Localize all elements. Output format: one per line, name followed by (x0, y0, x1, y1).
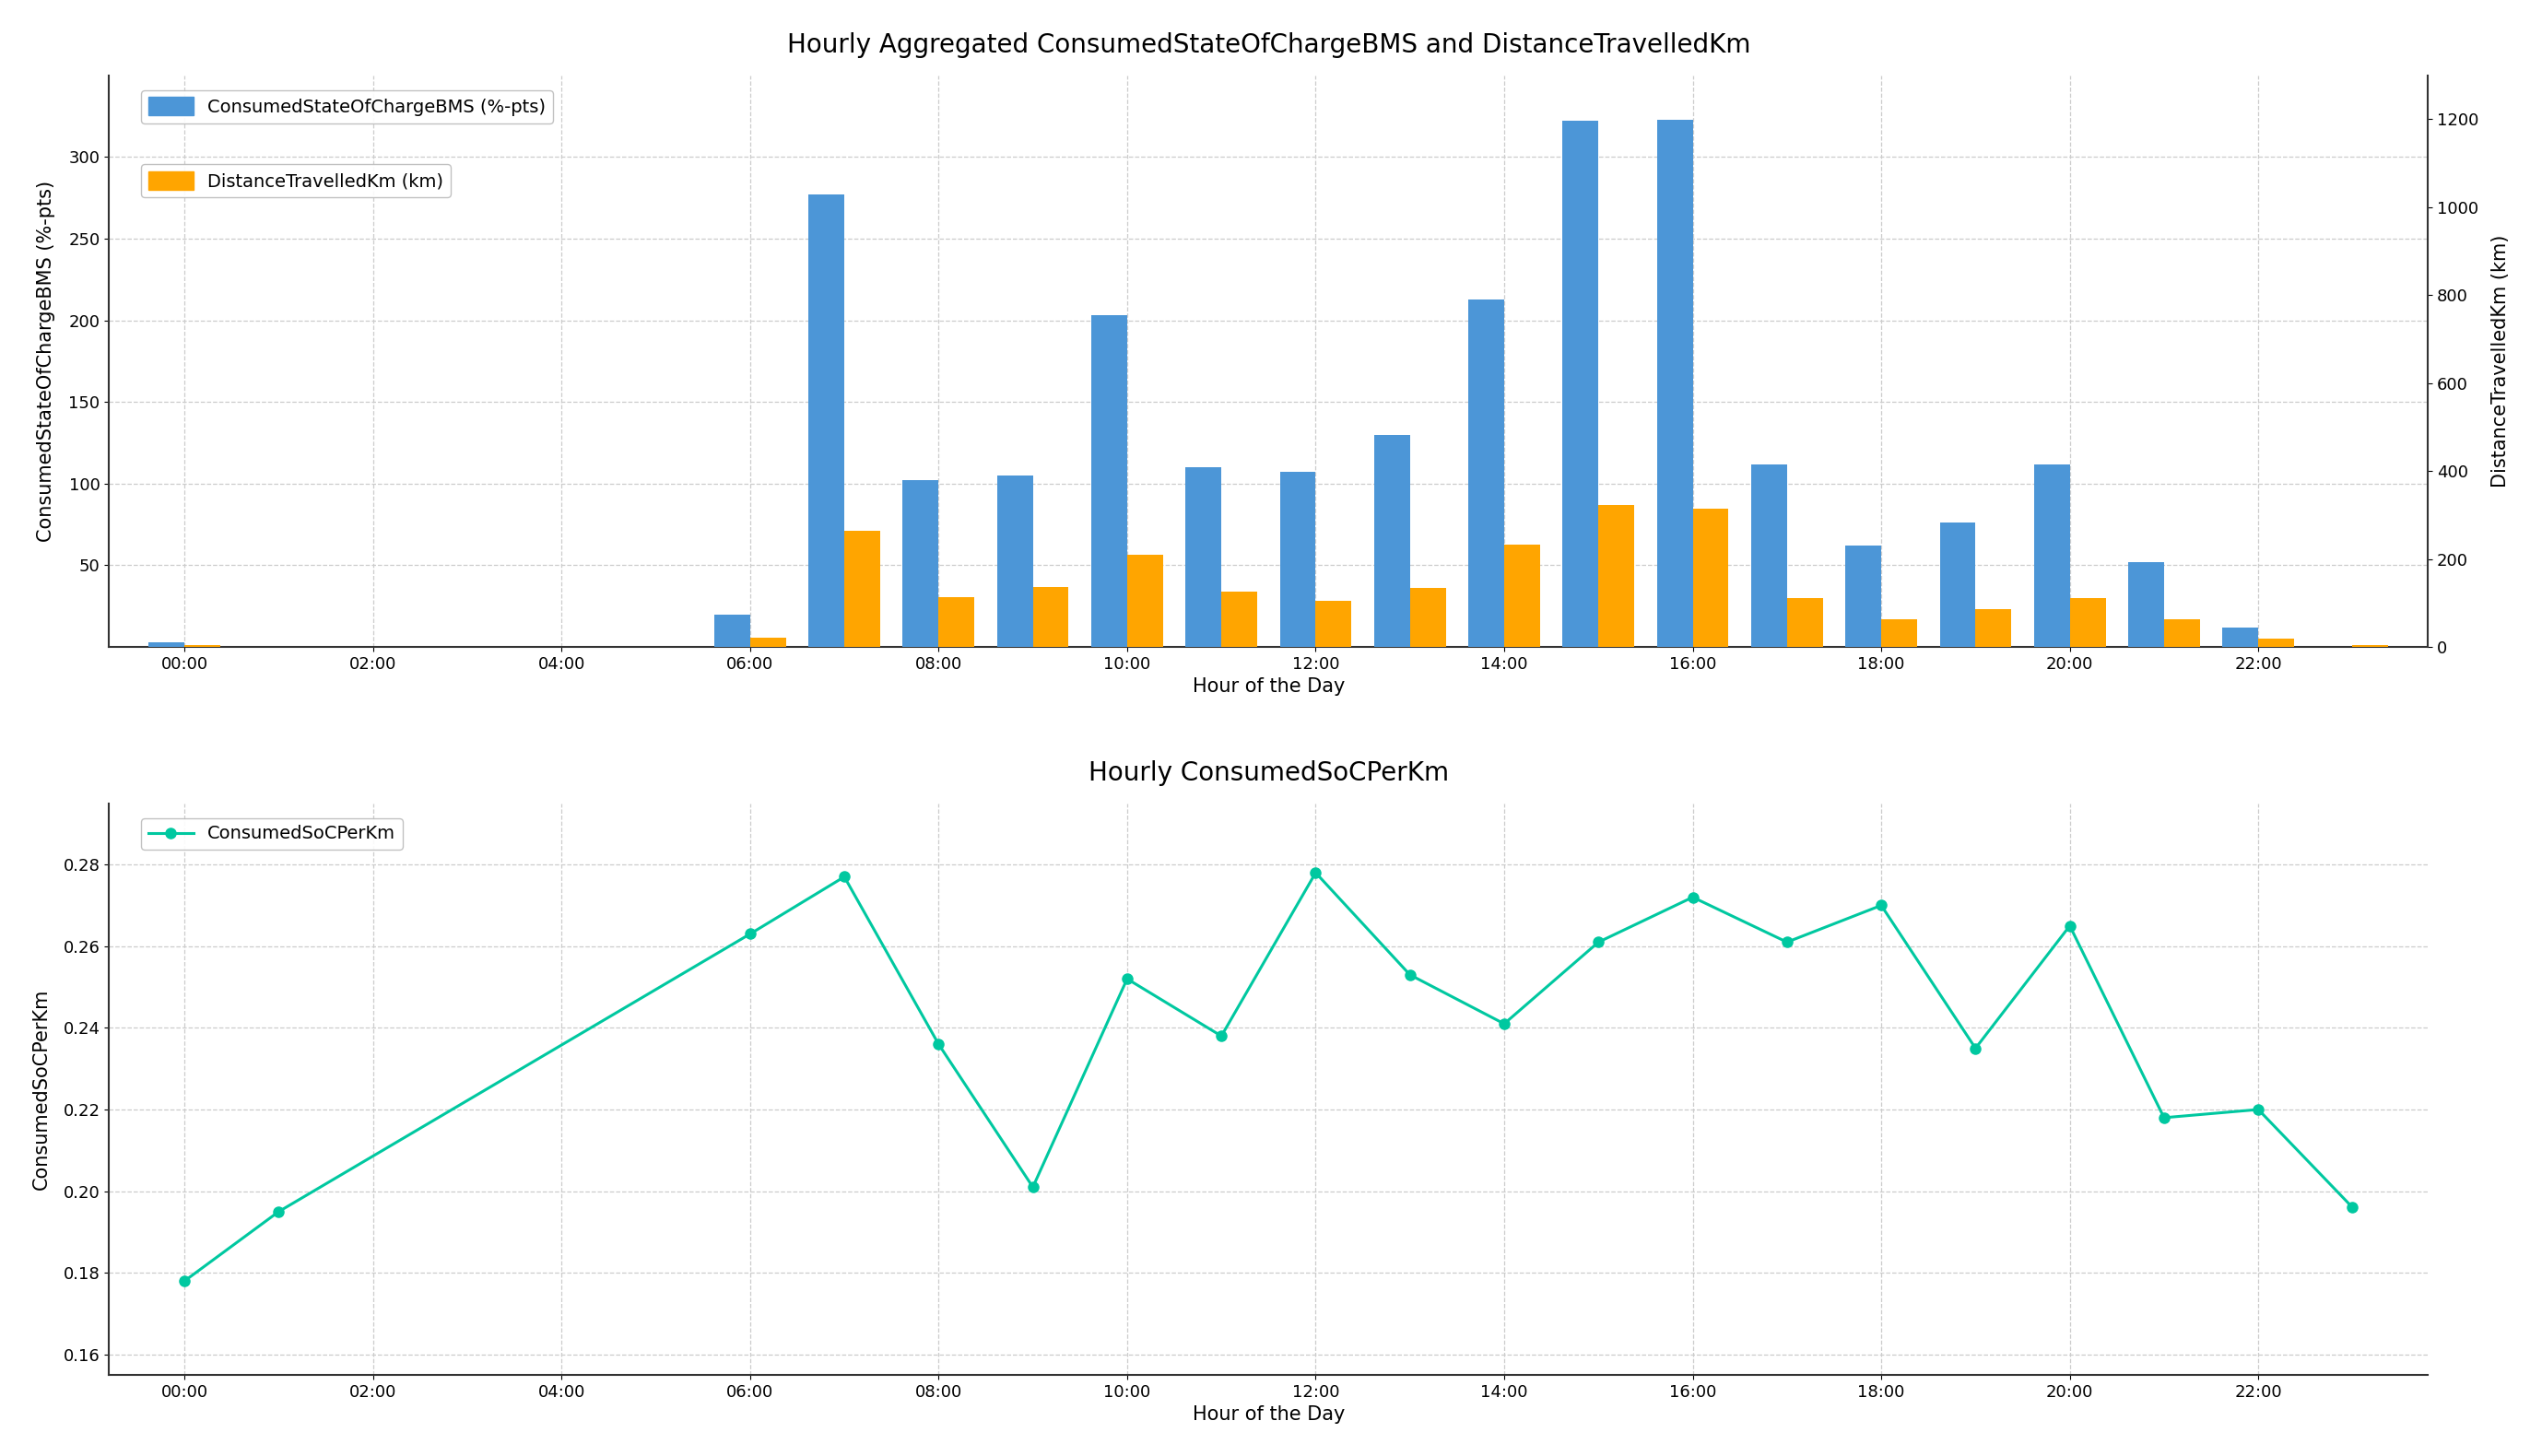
Bar (1751, 464, 1787, 646)
Bar (1375, 434, 1411, 646)
Title: Hourly ConsumedSoCPerKm: Hourly ConsumedSoCPerKm (1088, 760, 1449, 786)
Bar (2257, 639, 2293, 646)
Bar (2163, 620, 2199, 646)
Y-axis label: ConsumedSoCPerKm: ConsumedSoCPerKm (33, 989, 51, 1190)
Bar (808, 195, 844, 646)
Bar (938, 597, 974, 646)
Bar (1032, 587, 1068, 646)
Bar (1563, 121, 1599, 646)
Bar (2351, 645, 2389, 646)
Bar (1126, 555, 1162, 646)
Bar (1185, 467, 1220, 646)
Y-axis label: ConsumedStateOfChargeBMS (%-pts): ConsumedStateOfChargeBMS (%-pts) (38, 181, 56, 542)
X-axis label: Hour of the Day: Hour of the Day (1192, 1405, 1345, 1424)
X-axis label: Hour of the Day: Hour of the Day (1192, 677, 1345, 696)
Bar (1975, 610, 2011, 646)
Bar (2034, 464, 2069, 646)
Bar (1505, 545, 1540, 646)
Bar (1317, 601, 1352, 646)
Bar (1881, 620, 1917, 646)
Legend: ConsumedSoCPerKm: ConsumedSoCPerKm (142, 818, 402, 850)
Bar (714, 614, 750, 646)
Bar (147, 642, 186, 646)
Bar (750, 638, 785, 646)
Title: Hourly Aggregated ConsumedStateOfChargeBMS and DistanceTravelledKm: Hourly Aggregated ConsumedStateOfChargeB… (785, 32, 1751, 58)
Bar (844, 530, 880, 646)
Bar (1693, 508, 1729, 646)
Bar (1091, 316, 1126, 646)
Legend: DistanceTravelledKm (km): DistanceTravelledKm (km) (142, 165, 450, 198)
Bar (2069, 598, 2105, 646)
Bar (186, 645, 221, 646)
Bar (1220, 593, 1258, 646)
Bar (1599, 505, 1635, 646)
Bar (1657, 119, 1693, 646)
Bar (1845, 546, 1881, 646)
Bar (1279, 472, 1317, 646)
Bar (1940, 523, 1975, 646)
Bar (2128, 562, 2163, 646)
Bar (902, 480, 938, 646)
Bar (1469, 298, 1505, 646)
Bar (1411, 588, 1446, 646)
Bar (1787, 597, 1823, 646)
Bar (996, 476, 1032, 646)
Bar (2222, 628, 2257, 646)
Y-axis label: DistanceTravelledKm (km): DistanceTravelledKm (km) (2491, 234, 2509, 488)
